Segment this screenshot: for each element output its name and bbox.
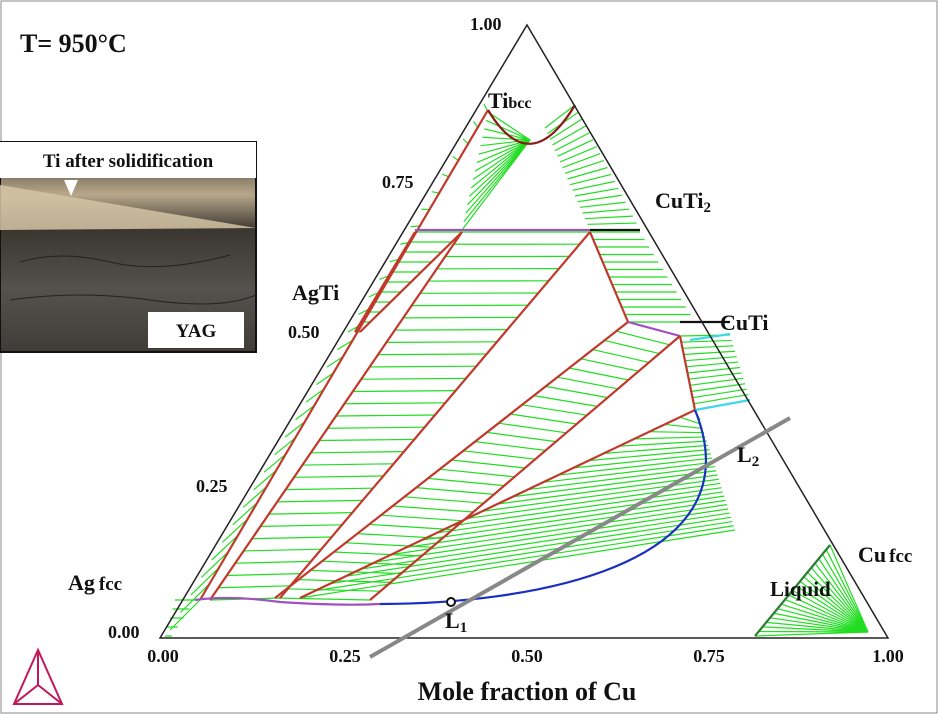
bottom-tick: 1.00 — [872, 646, 904, 666]
tie-line — [759, 631, 868, 632]
top-vertex: 1.00 — [470, 14, 502, 34]
left-tick: 0.50 — [288, 322, 320, 342]
bottom-tick: 0.25 — [329, 646, 361, 666]
phase-diagram: T= 950°C 1.00 0.75 0.50 0.25 0.00 0.00 0… — [0, 0, 938, 714]
phase-label: AgTi — [292, 280, 339, 305]
tie-line — [395, 330, 508, 331]
left-tick: 0.25 — [196, 476, 228, 496]
phase-label: CuTi2 — [655, 188, 711, 216]
bottom-tick: 0.75 — [693, 646, 725, 666]
phase-label: CuTi — [720, 310, 769, 335]
tie-line — [378, 354, 487, 355]
tie-line — [370, 366, 477, 367]
phase-label: Liquid — [770, 577, 831, 601]
bottom-tick: 0.00 — [147, 646, 179, 666]
frame — [1, 1, 937, 713]
l1-point — [447, 598, 455, 606]
left-tick: 0.75 — [382, 172, 414, 192]
x-axis-label: Mole fraction of Cu — [418, 677, 637, 706]
tie-line — [386, 342, 497, 343]
inset-label: YAG — [176, 321, 217, 342]
tie-line — [361, 378, 466, 379]
inset-caption: Ti after solidification — [43, 151, 214, 172]
inset: Ti after solidification YAG — [0, 142, 256, 352]
left-tick: 0.00 — [108, 622, 140, 642]
title: T= 950°C — [20, 29, 127, 58]
bottom-tick: 0.50 — [511, 646, 543, 666]
